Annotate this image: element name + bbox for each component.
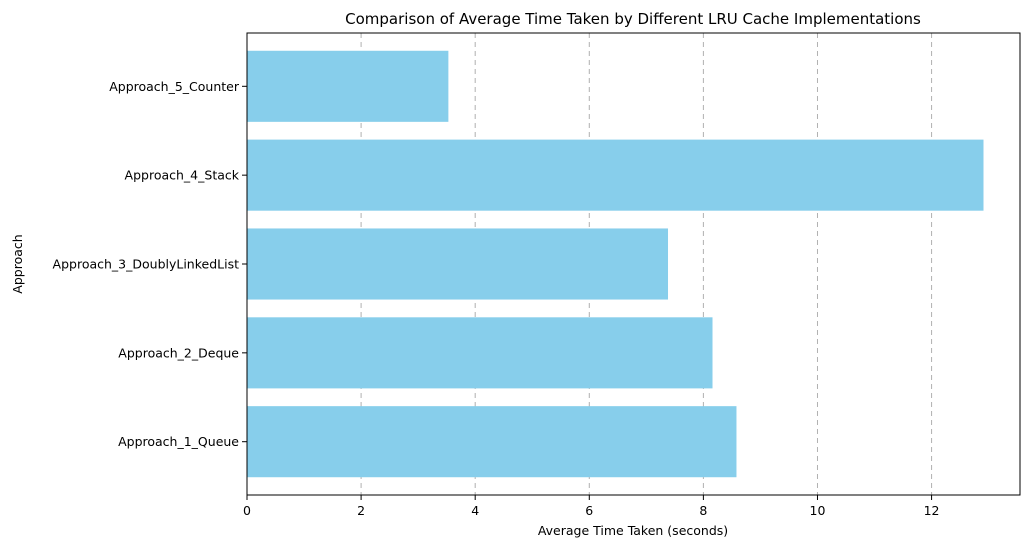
bars [247, 50, 984, 478]
y-tick-label: Approach_3_DoublyLinkedList [53, 257, 240, 272]
y-axis-ticks: Approach_1_Queue Approach_2_Deque Approach… [53, 79, 247, 449]
y-axis-title: Approach [10, 234, 25, 293]
x-axis-ticks: 0 2 4 6 8 10 12 [243, 495, 940, 518]
bar-approach-5-counter [247, 50, 449, 122]
x-tick-label: 8 [699, 503, 707, 518]
y-tick-label: Approach_4_Stack [125, 168, 240, 183]
bar-approach-3-doublylinkedlist [247, 228, 669, 300]
x-tick-label: 0 [243, 503, 251, 518]
x-tick-label: 2 [357, 503, 365, 518]
bar-approach-4-stack [247, 139, 984, 211]
bar-approach-1-queue [247, 406, 737, 478]
y-tick-label: Approach_1_Queue [118, 434, 239, 449]
chart-title: Comparison of Average Time Taken by Diff… [345, 10, 921, 28]
y-tick-label: Approach_5_Counter [109, 79, 240, 94]
x-axis-title: Average Time Taken (seconds) [538, 523, 728, 538]
x-tick-label: 4 [471, 503, 479, 518]
x-tick-label: 12 [924, 503, 940, 518]
x-tick-label: 6 [585, 503, 593, 518]
y-tick-label: Approach_2_Deque [118, 345, 239, 360]
bar-approach-2-deque [247, 317, 713, 389]
x-tick-label: 10 [810, 503, 826, 518]
